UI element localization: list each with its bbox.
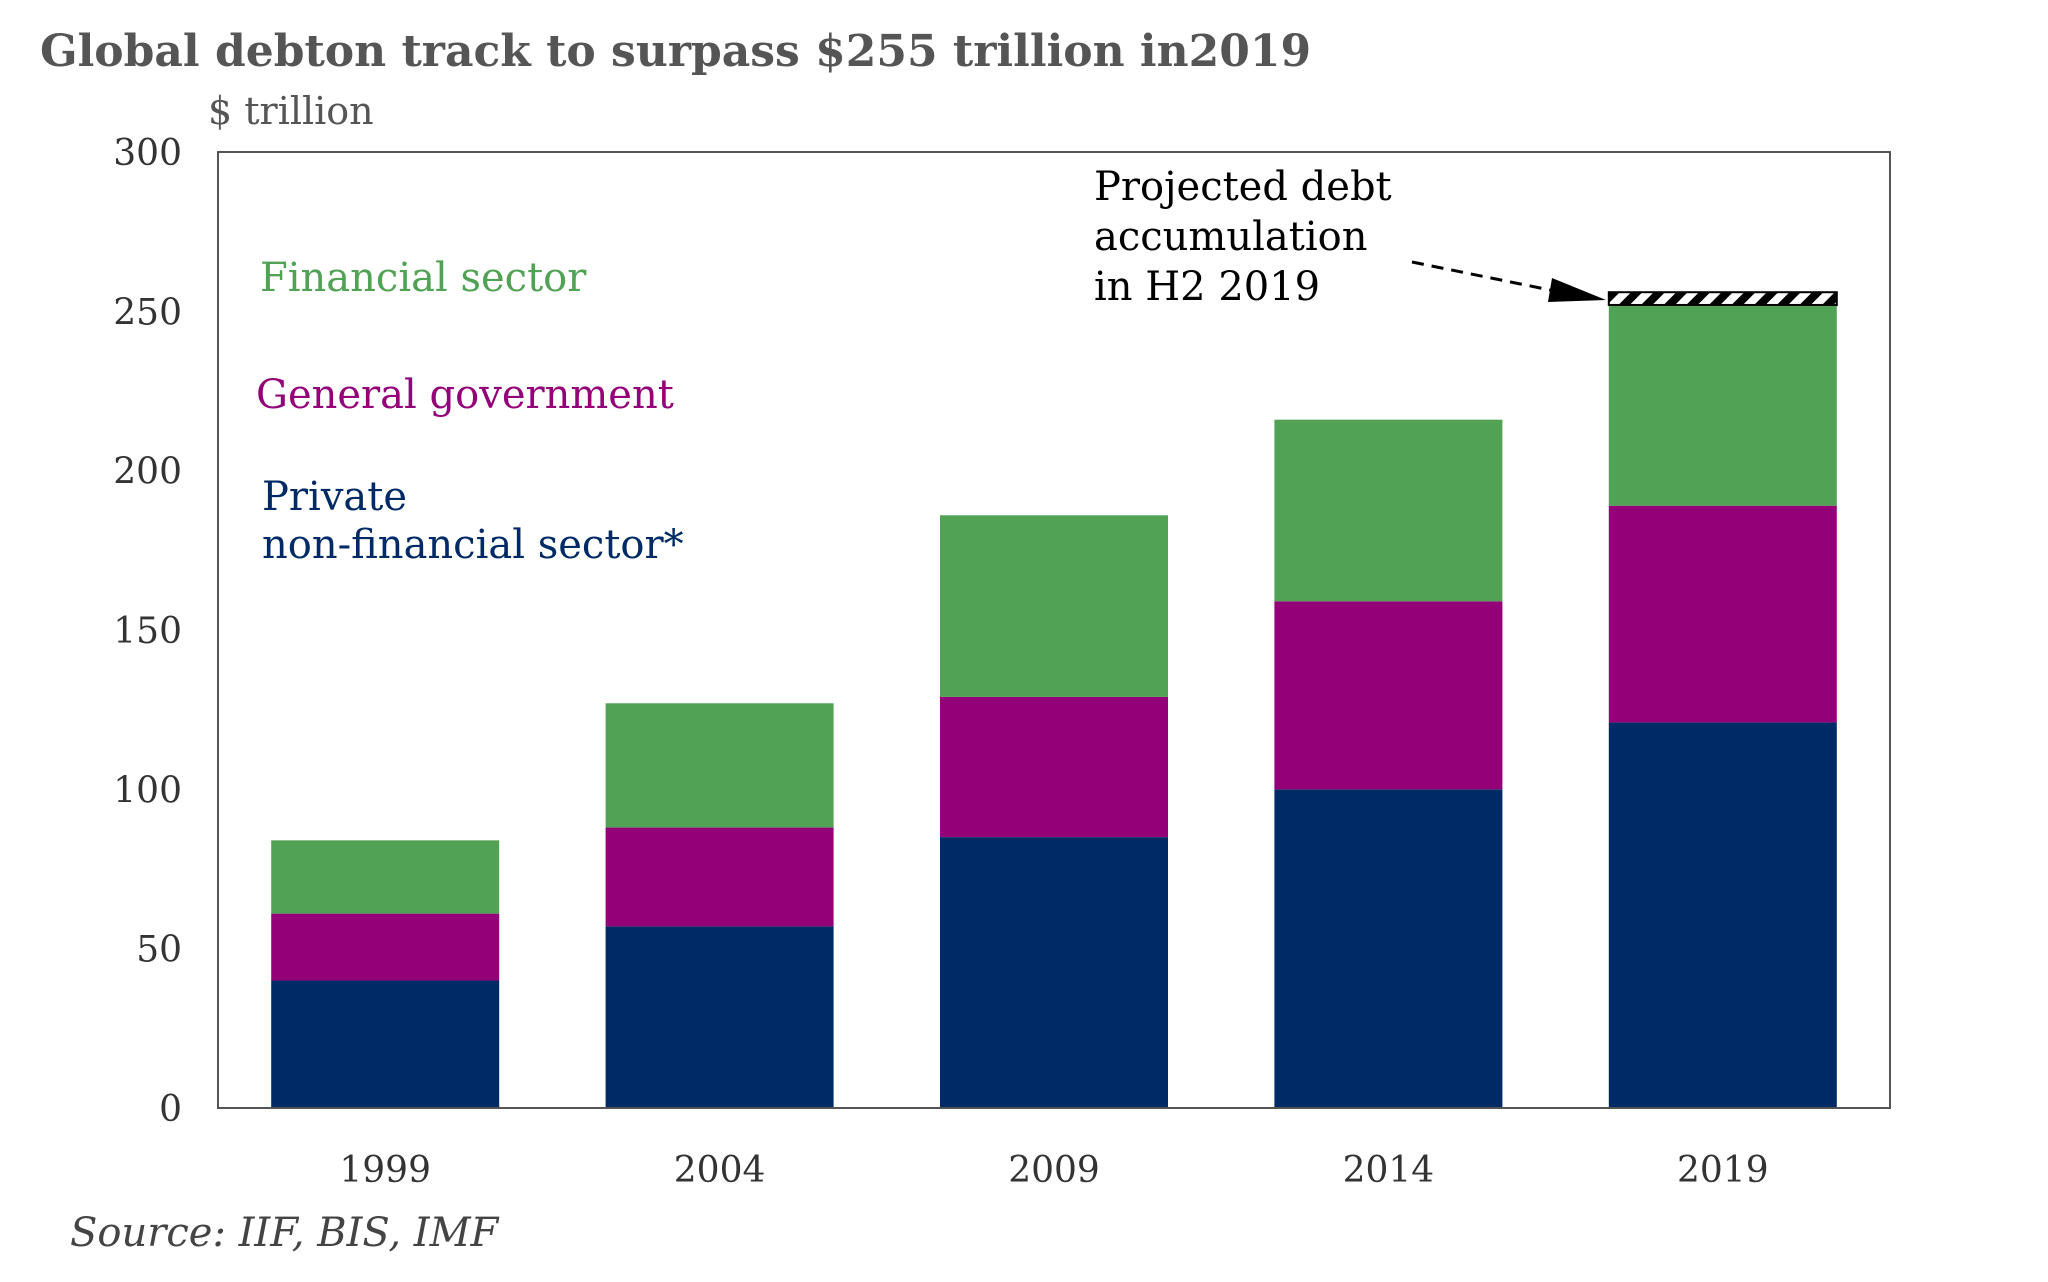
annotation-line-2: accumulation bbox=[1094, 214, 1367, 260]
plot-frame bbox=[217, 151, 1891, 1109]
bar-segment-financial-2004 bbox=[605, 703, 834, 828]
bar-segment-projection-2019 bbox=[1607, 291, 1838, 306]
legend-general-government: General government bbox=[256, 372, 674, 418]
bar-segment-private-2019 bbox=[1608, 722, 1837, 1108]
x-tick-label: 2019 bbox=[1677, 1150, 1769, 1191]
bar-segment-government-1999 bbox=[271, 913, 500, 981]
bar-segment-financial-2019 bbox=[1608, 304, 1837, 506]
x-tick-label: 2014 bbox=[1343, 1150, 1435, 1191]
bar-segment-financial-2014 bbox=[1274, 419, 1503, 602]
y-tick-label: 150 bbox=[113, 611, 182, 652]
legend: Financial sector General government Priv… bbox=[256, 255, 684, 568]
annotation-arrow-head bbox=[1548, 278, 1606, 302]
x-tick-label: 2004 bbox=[674, 1150, 766, 1191]
bar-segment-private-2009 bbox=[940, 837, 1168, 1108]
bar-segment-private-2014 bbox=[1274, 789, 1503, 1108]
y-tick-label: 200 bbox=[113, 452, 182, 493]
x-axis-labels: 1999 2004 2009 2014 2019 bbox=[339, 1150, 1768, 1191]
y-tick-label: 50 bbox=[136, 930, 182, 971]
bar-segment-government-2004 bbox=[605, 827, 834, 927]
x-tick-label: 2009 bbox=[1008, 1150, 1100, 1191]
legend-financial-sector: Financial sector bbox=[260, 255, 587, 301]
y-tick-label: 250 bbox=[113, 292, 182, 333]
annotation-line-1: Projected debt bbox=[1094, 164, 1392, 210]
bar-segment-government-2019 bbox=[1608, 505, 1837, 723]
projection-annotation: Projected debt accumulation in H2 2019 bbox=[1094, 164, 1606, 310]
y-axis-unit: $ trillion bbox=[208, 89, 374, 133]
legend-private-line1: Private bbox=[262, 474, 407, 520]
x-tick-label: 1999 bbox=[339, 1150, 431, 1191]
y-tick-label: 0 bbox=[159, 1089, 182, 1130]
chart-title: Global debton track to surpass $255 tril… bbox=[40, 26, 1311, 77]
annotation-line-3: in H2 2019 bbox=[1094, 264, 1320, 310]
bar-segment-government-2009 bbox=[940, 696, 1168, 838]
y-axis-ticks: 0 50 100 150 200 250 300 bbox=[113, 133, 182, 1130]
bars bbox=[271, 291, 1838, 1108]
bar-segment-private-2004 bbox=[605, 926, 834, 1108]
y-tick-label: 100 bbox=[113, 770, 182, 811]
bar-segment-government-2014 bbox=[1274, 601, 1503, 790]
legend-private-line2: non-financial sector* bbox=[262, 522, 684, 568]
source-note: Source: IIF, BIS, IMF bbox=[70, 1210, 500, 1256]
bar-segment-private-1999 bbox=[271, 980, 500, 1108]
y-tick-label: 300 bbox=[113, 133, 182, 174]
bar-segment-financial-1999 bbox=[271, 840, 500, 914]
annotation-arrow-line bbox=[1411, 260, 1561, 294]
bar-segment-financial-2009 bbox=[940, 515, 1168, 697]
